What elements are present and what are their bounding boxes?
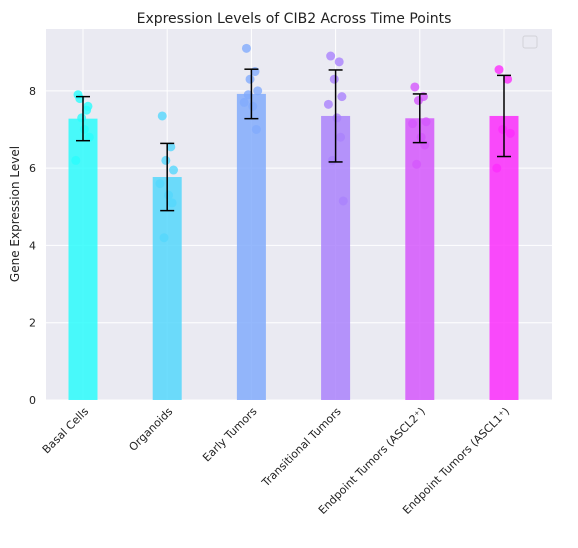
data-point [157,111,167,121]
x-tick-label: Basal Cells [40,405,92,457]
data-point [329,74,339,84]
data-point [412,159,422,169]
data-point [251,124,261,134]
bar [68,118,98,401]
data-point [164,190,174,200]
data-point [169,165,178,175]
bar [152,177,182,400]
bar [405,118,435,400]
data-point [253,86,263,96]
data-point [408,119,418,129]
data-point [84,132,94,142]
error-bars [76,68,511,212]
x-tick-labels: Basal Cells Organoids Early Tumors Transiti… [40,405,512,517]
chart-title: Expression Levels of CIB2 Across Time Po… [137,11,452,27]
data-point [161,155,171,165]
bar [236,93,266,401]
data-point [77,113,87,123]
data-point [498,124,508,134]
data-point [79,124,89,134]
y-tick-label: 4 [29,239,36,252]
data-point [420,140,430,150]
data-point [167,198,177,208]
data-point [337,92,347,102]
x-tick-label: Early Tumors [200,405,260,465]
data-point [323,99,333,109]
data-point [155,179,165,189]
data-point [71,155,81,165]
data-point [336,132,346,142]
data-point [245,74,255,84]
data-point [243,90,253,100]
data-point [492,163,502,173]
data-point [494,65,504,75]
data-point [159,233,169,243]
data-point [332,113,342,123]
y-tick-label: 0 [29,394,36,407]
data-point [241,43,251,53]
data-point [83,101,93,111]
data-point [410,82,420,92]
data-point [248,101,258,111]
x-tick-label: Organoids [126,405,175,454]
y-tick-label: 8 [29,85,36,98]
y-axis-label: Gene Expression Level [8,146,22,282]
plot-background [46,29,552,400]
y-tick-label: 6 [29,162,36,175]
data-point [166,142,176,152]
data-point [503,74,513,84]
legend-box [522,35,538,49]
data-point [421,117,431,127]
data-point [334,57,344,67]
data-point [413,95,423,105]
bars [68,93,519,401]
data-point [326,51,336,61]
points [71,43,515,243]
x-tick-label: Transitional Tumors [259,405,344,490]
bar [489,115,519,400]
data-point [239,97,249,107]
data-point [505,128,515,138]
y-tick-labels: 0 2 4 6 8 [29,85,36,407]
data-point [338,196,348,206]
data-point [416,132,426,142]
y-tick-label: 2 [29,317,36,330]
